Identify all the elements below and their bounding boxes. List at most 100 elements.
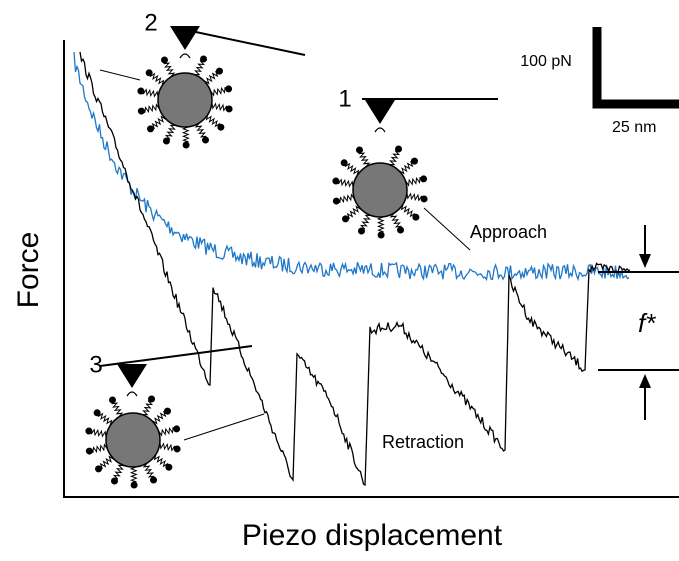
ligand <box>203 70 219 85</box>
ligand-head <box>410 157 418 165</box>
ligand-head <box>93 409 101 417</box>
ligand-head <box>145 69 153 77</box>
ligand-head <box>225 85 233 93</box>
ligand-head <box>110 477 118 485</box>
ligand-head <box>160 56 168 64</box>
ligand <box>388 150 401 166</box>
ligand <box>181 126 190 143</box>
ligand <box>376 216 385 233</box>
ligand-head <box>355 146 363 154</box>
arrow-head <box>639 374 651 388</box>
ligand-head <box>332 197 340 205</box>
ligand-head <box>147 125 155 133</box>
ligand <box>151 115 167 130</box>
ligand <box>90 428 107 438</box>
ligand-head <box>357 227 365 235</box>
ligand <box>158 426 174 437</box>
bond <box>126 391 138 397</box>
ligand <box>405 176 421 187</box>
y-axis-label: Force <box>12 232 45 309</box>
beads <box>85 26 498 489</box>
ligand-head <box>163 407 171 415</box>
scale-distance: 25 nm <box>612 119 656 136</box>
ligand-head <box>342 215 350 223</box>
ligand <box>193 60 206 76</box>
ligand <box>346 205 362 220</box>
ligand-head <box>173 425 181 433</box>
ligand <box>358 152 371 168</box>
ligand-head <box>85 447 93 455</box>
ligand <box>153 454 169 468</box>
ligand-head <box>173 445 181 453</box>
ligand <box>400 204 416 218</box>
ligand-head <box>130 481 138 489</box>
ligand-head <box>95 465 103 473</box>
tip <box>365 100 395 124</box>
ligand <box>211 102 228 112</box>
tip <box>170 26 200 50</box>
state-label: 1 <box>338 85 351 112</box>
retraction-label: Retraction <box>382 432 464 452</box>
ligand-head <box>162 137 170 145</box>
ligand <box>359 214 372 230</box>
ligand-head <box>200 55 208 63</box>
ligand-head <box>182 141 190 149</box>
ligand-head <box>137 87 145 95</box>
approach-label: Approach <box>470 222 547 242</box>
ligand <box>339 193 355 204</box>
ligand-head <box>217 123 225 131</box>
ligand-head <box>85 427 93 435</box>
ligand <box>337 178 354 188</box>
bead <box>85 395 181 489</box>
ligand <box>163 62 176 78</box>
scale-bar <box>592 27 679 109</box>
ligand <box>151 410 167 425</box>
ligand <box>164 124 177 140</box>
bead <box>137 55 233 149</box>
ligand <box>129 466 138 483</box>
ligand-head <box>215 67 223 75</box>
ligand-head <box>412 213 420 221</box>
ligand <box>142 462 155 478</box>
pointers <box>99 69 471 441</box>
ligand <box>398 160 414 175</box>
ligand <box>142 88 159 98</box>
ligand <box>97 412 113 426</box>
ligand <box>112 464 125 480</box>
ligand <box>149 72 165 86</box>
bond <box>179 53 191 59</box>
ligand-head <box>148 395 156 403</box>
bead <box>332 145 428 239</box>
ligand-head <box>150 476 158 484</box>
ligand-head <box>225 105 233 113</box>
ligand-head <box>420 175 428 183</box>
scale-force: 100 pN <box>520 53 572 70</box>
bead-body <box>105 412 161 468</box>
tip <box>117 364 147 388</box>
ligand <box>389 212 402 228</box>
ligand <box>144 103 160 114</box>
x-axis-label: Piezo displacement <box>242 519 503 552</box>
arrow-head <box>639 254 651 268</box>
ligand <box>99 455 115 470</box>
bead-body <box>352 162 408 218</box>
ligand <box>194 122 207 138</box>
approach-trace <box>73 51 630 282</box>
ligand <box>111 402 124 418</box>
ligand <box>141 400 154 416</box>
retraction-trace <box>79 51 631 487</box>
state-label: 3 <box>89 351 102 378</box>
ligand-head <box>397 226 405 234</box>
rupture-force-label: f* <box>638 308 656 338</box>
ligand <box>205 114 221 128</box>
ligand <box>406 192 423 202</box>
state-label: 2 <box>144 9 157 36</box>
bead-body <box>157 72 213 128</box>
ligand-head <box>108 396 116 404</box>
cantilever <box>99 345 253 367</box>
ligand-head <box>202 136 210 144</box>
ligand <box>159 442 176 452</box>
ligand-head <box>332 177 340 185</box>
ligand <box>92 443 108 454</box>
